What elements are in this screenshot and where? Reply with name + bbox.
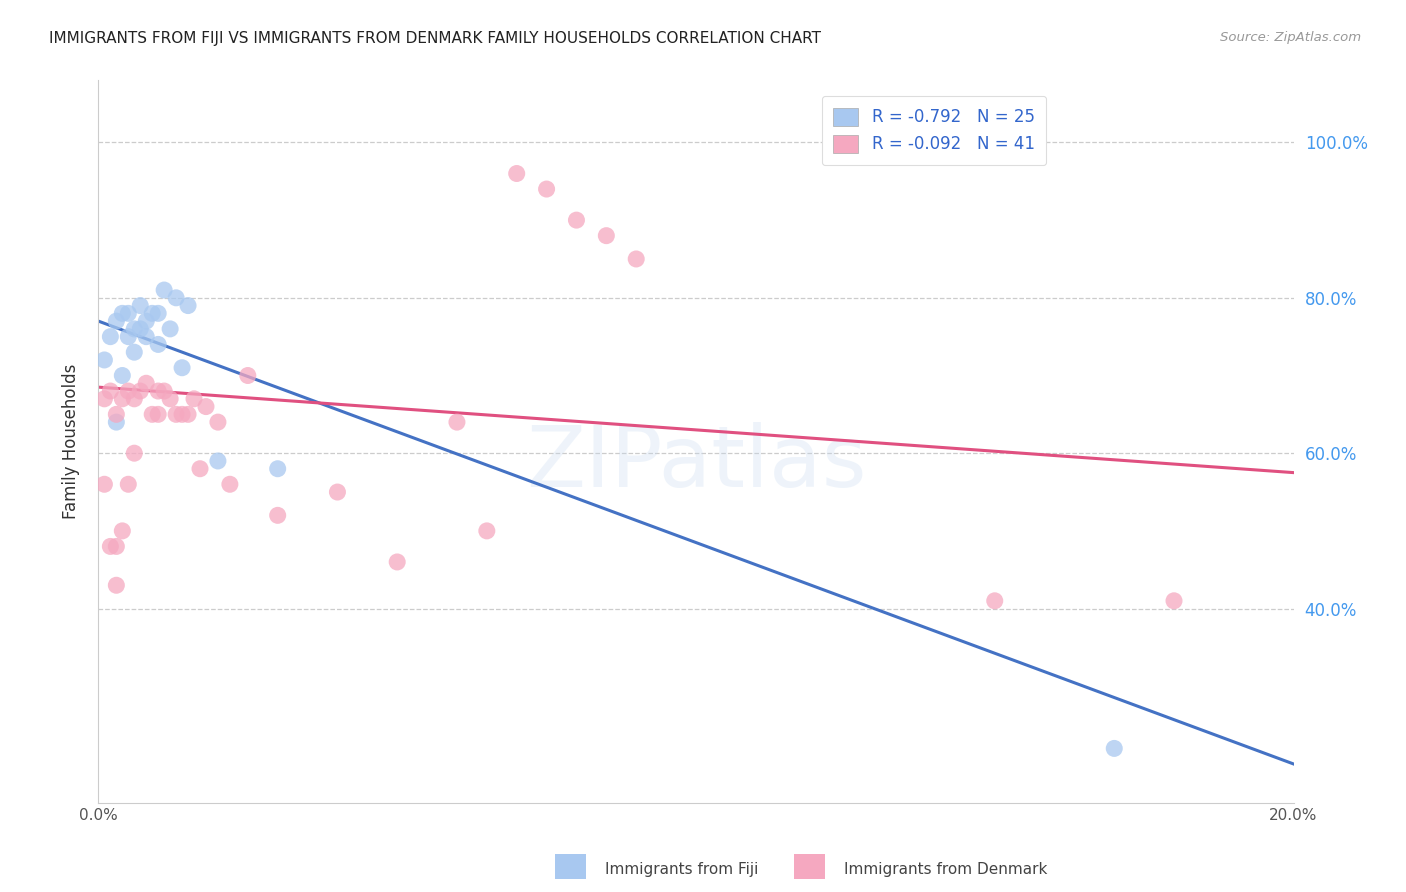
Point xyxy=(111,306,134,320)
Point xyxy=(93,353,115,368)
Point xyxy=(626,252,648,266)
Point xyxy=(188,461,211,475)
Point xyxy=(165,408,187,422)
Point xyxy=(172,408,194,422)
Point xyxy=(148,408,170,422)
Point xyxy=(172,360,194,375)
Point xyxy=(506,167,529,181)
Point xyxy=(595,228,617,243)
Text: ZIPatlas: ZIPatlas xyxy=(526,422,866,505)
Point xyxy=(129,299,152,313)
Text: Source: ZipAtlas.com: Source: ZipAtlas.com xyxy=(1220,31,1361,45)
Point xyxy=(153,384,176,398)
Point xyxy=(326,485,349,500)
Point xyxy=(385,555,409,569)
Point xyxy=(159,392,181,406)
Point xyxy=(105,415,128,429)
Point xyxy=(135,329,157,343)
Point xyxy=(105,314,128,328)
Point xyxy=(117,384,139,398)
Point xyxy=(148,384,170,398)
Point xyxy=(177,299,200,313)
Y-axis label: Family Households: Family Households xyxy=(62,364,80,519)
Point xyxy=(219,477,242,491)
Point xyxy=(148,306,170,320)
Point xyxy=(129,384,152,398)
Point xyxy=(98,329,122,343)
Point xyxy=(129,322,152,336)
Point xyxy=(177,408,200,422)
Point xyxy=(105,408,128,422)
Point xyxy=(135,314,157,328)
Point xyxy=(93,477,115,491)
Point xyxy=(141,408,163,422)
Point xyxy=(565,213,588,227)
Legend: R = -0.792   N = 25, R = -0.092   N = 41: R = -0.792 N = 25, R = -0.092 N = 41 xyxy=(821,95,1046,165)
Text: Immigrants from Denmark: Immigrants from Denmark xyxy=(844,863,1047,877)
Point xyxy=(475,524,498,538)
Point xyxy=(141,306,163,320)
Point xyxy=(117,477,139,491)
Point xyxy=(446,415,468,429)
Point xyxy=(195,400,218,414)
Point xyxy=(183,392,205,406)
Point xyxy=(93,392,115,406)
Point xyxy=(984,594,1007,608)
Point xyxy=(117,306,139,320)
Point xyxy=(124,322,146,336)
Point xyxy=(98,384,122,398)
Text: Immigrants from Fiji: Immigrants from Fiji xyxy=(605,863,758,877)
Point xyxy=(159,322,181,336)
Point xyxy=(124,392,146,406)
Point xyxy=(111,524,134,538)
Point xyxy=(124,345,146,359)
Point xyxy=(105,578,128,592)
Point xyxy=(111,368,134,383)
Point xyxy=(153,283,176,297)
Point xyxy=(148,337,170,351)
Point xyxy=(165,291,187,305)
Point xyxy=(1163,594,1185,608)
Text: IMMIGRANTS FROM FIJI VS IMMIGRANTS FROM DENMARK FAMILY HOUSEHOLDS CORRELATION CH: IMMIGRANTS FROM FIJI VS IMMIGRANTS FROM … xyxy=(49,31,821,46)
Point xyxy=(267,508,290,523)
Point xyxy=(1104,741,1126,756)
Point xyxy=(207,415,229,429)
Point xyxy=(135,376,157,391)
Point xyxy=(117,329,139,343)
Point xyxy=(124,446,146,460)
Point xyxy=(111,392,134,406)
Point xyxy=(105,540,128,554)
Point xyxy=(236,368,259,383)
Point xyxy=(207,454,229,468)
Point xyxy=(98,540,122,554)
Point xyxy=(267,461,290,475)
Point xyxy=(536,182,558,196)
